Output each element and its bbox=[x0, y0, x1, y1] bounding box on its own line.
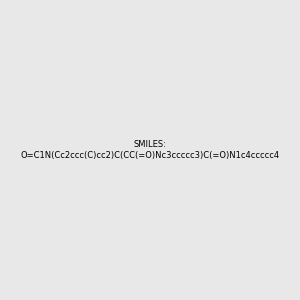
Text: SMILES:
O=C1N(Cc2ccc(C)cc2)C(CC(=O)Nc3ccccc3)C(=O)N1c4ccccc4: SMILES: O=C1N(Cc2ccc(C)cc2)C(CC(=O)Nc3cc… bbox=[20, 140, 280, 160]
